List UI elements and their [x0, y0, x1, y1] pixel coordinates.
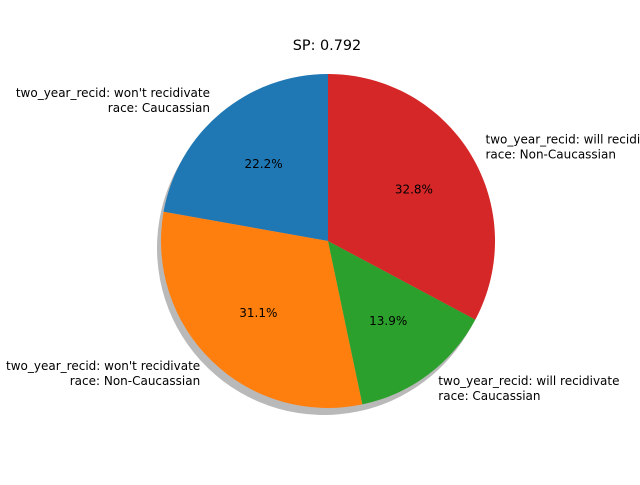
slice-percent-label-1: 22.2%	[245, 157, 283, 171]
slice-layer	[161, 74, 495, 408]
slice-percent-label-4: 32.8%	[395, 183, 433, 197]
chart-title: SP: 0.792	[293, 38, 361, 54]
slice-percent-label-2: 31.1%	[239, 306, 277, 320]
slice-percent-label-3: 13.9%	[369, 314, 407, 328]
